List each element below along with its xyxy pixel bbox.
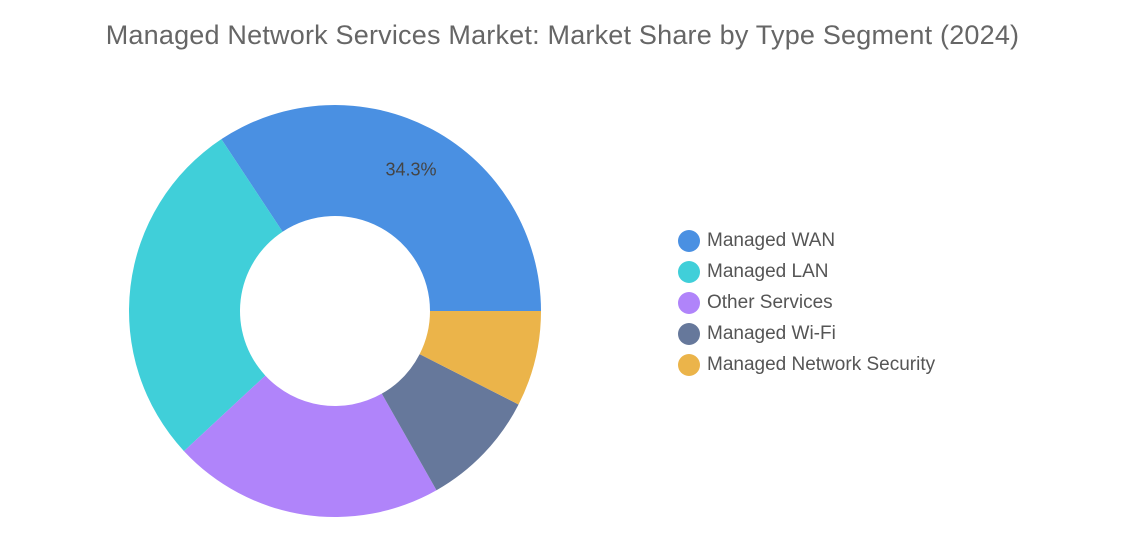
slice-managed-wi-fi[interactable] <box>381 354 519 491</box>
legend-swatch <box>678 291 700 314</box>
legend-swatch <box>678 322 700 345</box>
donut-slice-labels: 34.3% <box>385 160 436 180</box>
legend-item-managed-wi-fi[interactable]: Managed Wi-Fi <box>678 318 935 349</box>
legend-item-managed-wan[interactable]: Managed WAN <box>678 225 935 256</box>
legend-swatch <box>678 260 700 283</box>
legend-swatch <box>678 353 700 376</box>
slice-managed-lan[interactable] <box>128 139 283 452</box>
slice-label-managed-wan: 34.3% <box>385 160 436 180</box>
legend-swatch <box>678 229 700 252</box>
donut-slices <box>128 104 541 517</box>
legend-item-managed-network-security[interactable]: Managed Network Security <box>678 349 935 380</box>
slice-managed-wan[interactable] <box>221 104 541 311</box>
legend-label: Managed Wi-Fi <box>707 322 836 344</box>
slice-managed-network-security[interactable] <box>419 311 541 405</box>
legend-label: Managed Network Security <box>707 353 936 375</box>
legend-item-other-services[interactable]: Other Services <box>678 287 935 318</box>
slice-other-services[interactable] <box>183 375 437 517</box>
legend-label: Other Services <box>707 291 833 313</box>
chart-legend: Managed WAN Managed LAN Other Services Mana… <box>678 225 935 380</box>
legend-label: Managed WAN <box>707 229 836 251</box>
legend-label: Managed LAN <box>707 260 829 282</box>
chart-title: Managed Network Services Market: Market … <box>105 20 1020 50</box>
legend-item-managed-lan[interactable]: Managed LAN <box>678 256 935 287</box>
